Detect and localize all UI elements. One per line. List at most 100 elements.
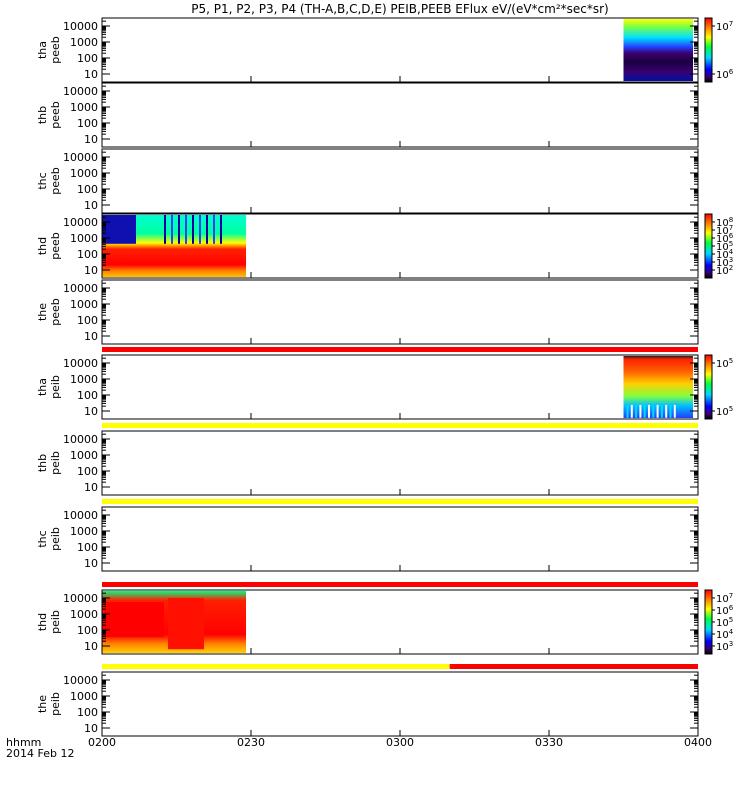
colorbar xyxy=(704,17,713,83)
panel-frame xyxy=(101,354,699,420)
y-axis-label-line1: thb xyxy=(36,454,49,472)
panel-frame xyxy=(101,671,699,737)
y-axis-label-line2: peeb xyxy=(49,167,62,195)
x-tick-label: 0330 xyxy=(535,736,563,749)
spectrogram-streak xyxy=(660,404,663,418)
y-tick-label: 100 xyxy=(77,314,98,327)
flag-bar-segment xyxy=(102,582,698,587)
x-tick-label: 0400 xyxy=(684,736,712,749)
footer-date-label: 2014 Feb 12 xyxy=(6,747,74,760)
spectrogram-streak xyxy=(185,215,187,244)
panel-tha-peib: 10 100 1000 10000 tha peib 105 105 xyxy=(36,347,733,420)
y-axis-label-line2: peib xyxy=(49,610,62,634)
y-tick-label: 10 xyxy=(84,640,98,653)
y-tick-label: 100 xyxy=(77,465,98,478)
x-tick-label: 0300 xyxy=(386,736,414,749)
spectrogram-streak xyxy=(206,215,208,244)
colorbar-tick-label: 105 xyxy=(716,357,733,370)
x-tick-label: 0200 xyxy=(88,736,116,749)
chart-title: P5, P1, P2, P3, P4 (TH-A,B,C,D,E) PEIB,P… xyxy=(191,2,608,16)
spectrogram-streak xyxy=(626,404,629,418)
flag-bar-segment xyxy=(102,347,698,352)
spectrogram-streak xyxy=(635,404,638,418)
spectrogram-streak xyxy=(665,404,668,418)
x-axis: 0200 0230 0300 0330 0400 xyxy=(88,736,712,749)
colorbar xyxy=(704,589,713,655)
y-tick-label: 100 xyxy=(77,52,98,65)
spectrogram-streak xyxy=(639,404,642,418)
spectrogram-block xyxy=(168,598,204,650)
spectrogram-streak xyxy=(213,215,215,244)
y-tick-label: 10000 xyxy=(63,592,98,605)
spectrogram-streak xyxy=(648,404,650,418)
y-tick-label: 1000 xyxy=(70,101,98,114)
panel-the-peib: 10 100 1000 10000 the peib xyxy=(36,664,699,737)
spectrogram-streak xyxy=(673,404,676,418)
y-axis-label-line2: peeb xyxy=(49,36,62,64)
y-tick-label: 1000 xyxy=(70,298,98,311)
y-tick-label: 1000 xyxy=(70,449,98,462)
y-tick-label: 10000 xyxy=(63,357,98,370)
y-tick-label: 10 xyxy=(84,264,98,277)
panel-frame xyxy=(101,430,699,496)
y-tick-label: 1000 xyxy=(70,36,98,49)
y-axis-label-line2: peeb xyxy=(49,298,62,326)
y-axis-label-line1: thb xyxy=(36,106,49,124)
flag-bar-segment xyxy=(449,664,698,669)
spectrogram-streak xyxy=(220,215,222,244)
y-axis-label-line2: peib xyxy=(49,692,62,716)
spectrogram-streak xyxy=(669,404,672,418)
y-axis-label-line2: peib xyxy=(49,375,62,399)
y-tick-label: 10 xyxy=(84,199,98,212)
y-tick-label: 1000 xyxy=(70,167,98,180)
panel-thc-peeb: 10 100 1000 10000 thc peeb xyxy=(36,148,699,214)
footer-time-label: hhmm xyxy=(6,736,41,749)
y-axis-label-line1: tha xyxy=(36,378,49,396)
y-tick-label: 10000 xyxy=(63,20,98,33)
spectrogram-streak xyxy=(199,215,201,244)
y-axis-label-line1: thc xyxy=(36,530,49,547)
spectrogram-streak xyxy=(656,404,659,418)
y-tick-label: 10 xyxy=(84,481,98,494)
y-tick-label: 10 xyxy=(84,405,98,418)
panel-thb-peib: 10 100 1000 10000 thb peib xyxy=(36,423,699,496)
panel-frame xyxy=(101,148,699,214)
y-tick-label: 10 xyxy=(84,330,98,343)
y-tick-label: 100 xyxy=(77,706,98,719)
colorbar-tick-label: 103 xyxy=(716,640,733,653)
flag-bar-segment xyxy=(102,423,698,428)
spectrogram-block xyxy=(623,19,694,81)
flag-bar-segment xyxy=(102,499,698,504)
panel-frame xyxy=(101,279,699,345)
y-tick-label: 100 xyxy=(77,541,98,554)
y-axis-label-line1: tha xyxy=(36,41,49,59)
y-tick-label: 10 xyxy=(84,68,98,81)
flag-bar-segment xyxy=(102,664,450,669)
y-tick-label: 10000 xyxy=(63,151,98,164)
spectrogram-block xyxy=(104,602,164,638)
spectrogram-streak xyxy=(630,404,633,418)
spectrogram-streak xyxy=(643,404,646,418)
y-tick-label: 1000 xyxy=(70,608,98,621)
y-tick-label: 1000 xyxy=(70,690,98,703)
y-tick-label: 10000 xyxy=(63,433,98,446)
x-tick-label: 0230 xyxy=(237,736,265,749)
y-tick-label: 10000 xyxy=(63,85,98,98)
spectrogram-streak xyxy=(652,404,655,418)
y-axis-label-line2: peib xyxy=(49,451,62,475)
y-axis-label-line2: peeb xyxy=(49,232,62,260)
y-tick-label: 100 xyxy=(77,117,98,130)
colorbar-tick-label: 105 xyxy=(716,405,733,418)
y-tick-label: 100 xyxy=(77,389,98,402)
colorbar-tick-label: 106 xyxy=(716,68,734,81)
spectrogram-streak xyxy=(164,215,166,244)
colorbar-tick-label: 107 xyxy=(716,20,733,33)
colorbar-tick-label: 102 xyxy=(716,264,733,277)
colorbar xyxy=(704,213,713,279)
y-tick-label: 10000 xyxy=(63,216,98,229)
spectrogram-streak xyxy=(178,215,180,244)
y-axis-label-line2: peeb xyxy=(49,101,62,129)
